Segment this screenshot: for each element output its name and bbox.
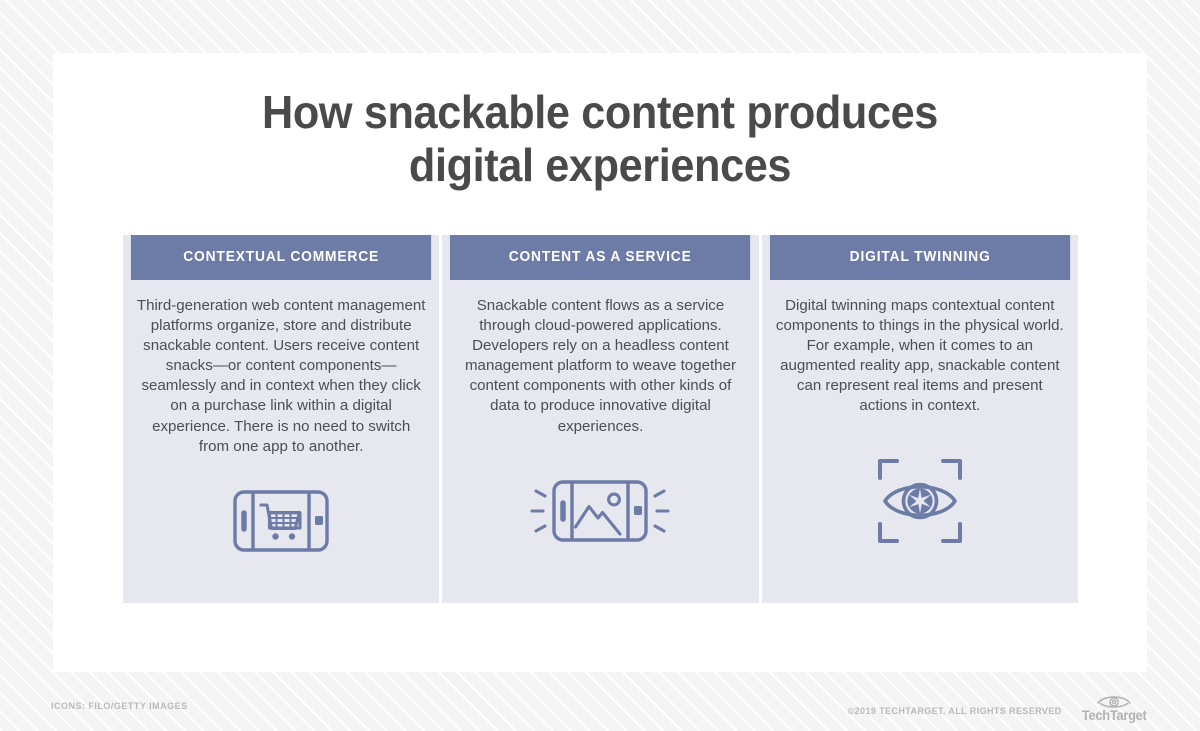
column-text-digital-twinning: Digital twinning maps contextual content… — [775, 297, 1064, 415]
techtarget-wordmark: TechTarget — [1081, 707, 1147, 723]
column-icon-contextual-commerce — [123, 457, 439, 603]
column-text-content-as-a-service: Snackable content flows as a service thr… — [464, 297, 736, 435]
page-title-line-1: How snackable content produces — [262, 86, 938, 138]
column-header-digital-twinning: DIGITAL TWINNING — [769, 235, 1071, 280]
page-title-line-2: digital experiences — [408, 139, 792, 191]
column-body-digital-twinning: Digital twinning maps contextual content… — [762, 280, 1078, 417]
column-body-content-as-a-service: Snackable content flows as a service thr… — [442, 280, 758, 437]
icon-credit: ICONS: FILO/GETTY IMAGES — [51, 701, 188, 712]
techtarget-eye-icon — [1097, 696, 1131, 708]
techtarget-logo: TechTarget — [1079, 692, 1149, 722]
column-body-contextual-commerce: Third-generation web content management … — [123, 280, 439, 457]
eye-aperture-viewfinder-icon — [877, 458, 962, 543]
column-icon-digital-twinning — [762, 417, 1078, 603]
footer-right: ©2019 TECHTARGET. ALL RIGHTS RESERVED Te… — [842, 696, 1149, 722]
column-header-content-as-a-service: CONTENT AS A SERVICE — [450, 235, 751, 280]
column-content-as-a-service: CONTENT AS A SERVICE Snackable content f… — [442, 235, 759, 603]
column-header-contextual-commerce: CONTEXTUAL COMMERCE — [130, 235, 432, 280]
column-icon-content-as-a-service — [442, 437, 758, 603]
infographic-card: How snackable content produces digital e… — [53, 53, 1147, 672]
copyright-notice: ©2019 TECHTARGET. ALL RIGHTS RESERVED — [848, 706, 1062, 717]
phone-photo-broadcast-icon — [530, 480, 671, 542]
column-text-contextual-commerce: Third-generation web content management … — [136, 297, 426, 455]
phone-shopping-cart-icon — [233, 490, 329, 552]
column-contextual-commerce: CONTEXTUAL COMMERCE Third-generation web… — [123, 235, 440, 603]
column-digital-twinning: DIGITAL TWINNING Digital twinning maps c… — [761, 235, 1078, 603]
page-title: How snackable content produces digital e… — [86, 86, 1114, 192]
columns-container: CONTEXTUAL COMMERCE Third-generation web… — [123, 235, 1078, 603]
